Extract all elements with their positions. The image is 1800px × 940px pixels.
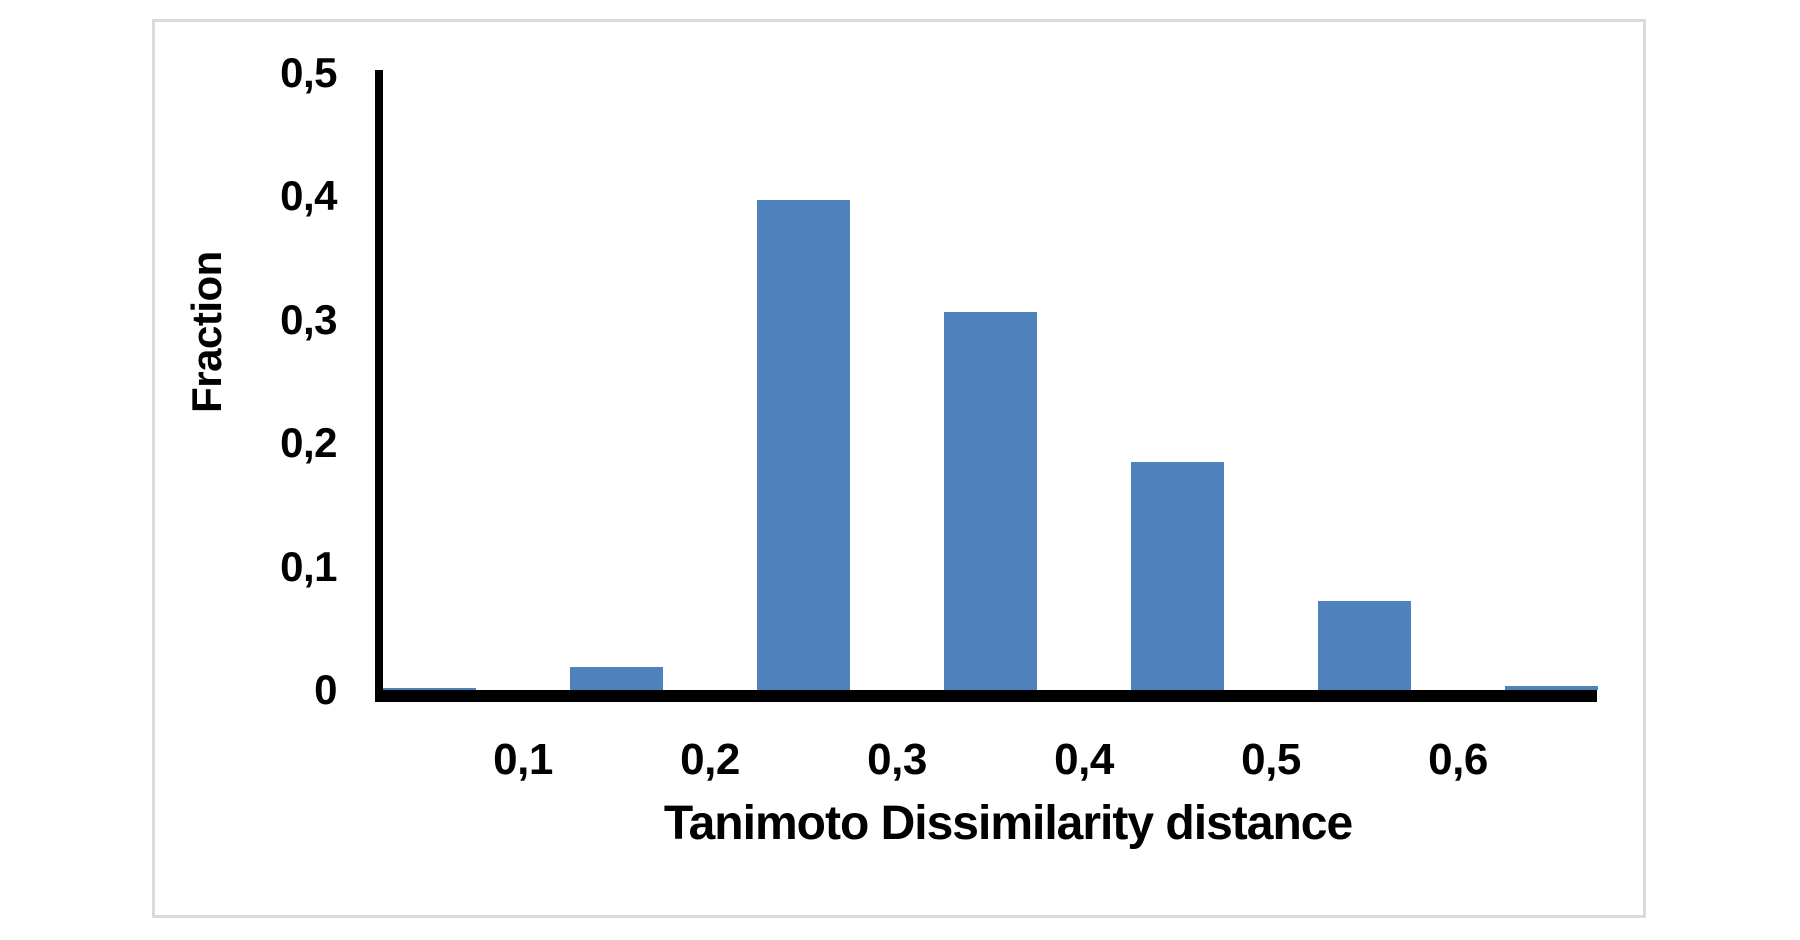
bar-bin-0.65: [1505, 686, 1598, 690]
x-axis-title: Tanimoto Dissimilarity distance: [663, 797, 1353, 850]
bar-bin-0.05: [383, 688, 476, 690]
y-tick-label-0: 0: [314, 666, 337, 713]
y-tick-label-0,5: 0,5: [280, 49, 337, 96]
x-tick-label-0,2: 0,2: [680, 735, 740, 784]
x-axis-line: [375, 690, 1597, 702]
y-tick-label-0,2: 0,2: [280, 419, 337, 466]
y-tick-label-0,4: 0,4: [280, 172, 337, 219]
x-tick-label-0,5: 0,5: [1241, 735, 1301, 784]
y-tick-label-0,3: 0,3: [280, 296, 337, 343]
bar-bin-0.35: [944, 312, 1037, 690]
y-axis-line: [375, 70, 383, 702]
bar-bin-0.55: [1318, 601, 1411, 690]
x-tick-label-0,4: 0,4: [1054, 735, 1114, 784]
bar-bin-0.15: [570, 667, 663, 690]
bar-bin-0.25: [757, 200, 850, 690]
bar-bin-0.45: [1131, 462, 1224, 690]
x-tick-label-0,1: 0,1: [493, 735, 553, 784]
x-tick-label-0,6: 0,6: [1428, 735, 1488, 784]
chart-frame-border: [152, 19, 1646, 918]
y-tick-label-0,1: 0,1: [280, 543, 337, 590]
x-tick-label-0,3: 0,3: [867, 735, 927, 784]
